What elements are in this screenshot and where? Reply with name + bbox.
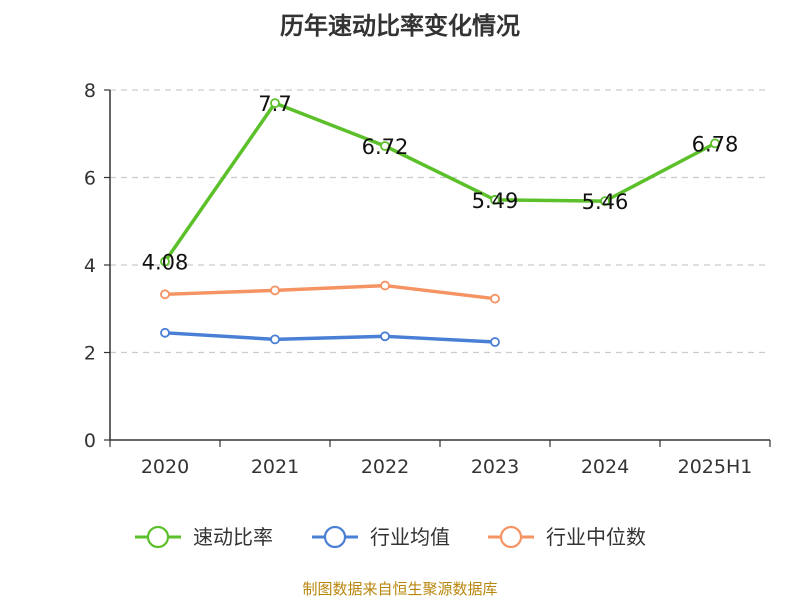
y-tick-label: 6 [84,168,96,190]
x-tick-label: 2025H1 [678,456,753,478]
x-tick-label: 2023 [471,456,519,478]
series-1-point [380,141,390,151]
y-tick-label: 2 [84,343,96,365]
series-3-point [270,285,280,296]
x-tick-label: 2021 [251,456,299,478]
data-label: 4.08 [142,251,189,275]
legend-swatch-marker [146,525,170,549]
y-tick-label: 8 [84,80,96,102]
grid-lines [110,89,770,354]
legend-swatch-marker [499,525,523,549]
legend-label: 速动比率 [193,525,273,549]
source-note: 制图数据来自恒生聚源数据库 [302,580,498,598]
series-1-point [270,98,280,109]
data-label: 6.72 [362,135,409,159]
data-label: 6.78 [692,132,739,156]
series-2-point [380,331,390,342]
x-tick-label: 2022 [361,456,409,478]
x-tick-label: 2024 [581,456,629,478]
legend-label: 行业均值 [370,525,450,549]
legend: 速动比率 行业均值 行业中位数 [135,525,646,549]
series-line-1 [163,101,717,264]
series-line-3 [163,283,497,301]
y-tick-label: 0 [84,430,96,452]
series-1-point [490,194,500,205]
y-tick-label: 4 [84,255,96,277]
series-1-point [160,256,170,267]
series-2-point [270,334,280,345]
series-line-2 [163,331,497,344]
series-3-point [160,289,170,300]
x-tick-label: 2020 [141,456,189,478]
series-lines [160,98,720,347]
series-3-point [380,280,390,291]
data-labels: 4.08 7.7 6.72 5.49 5.46 6.78 [142,92,739,274]
legend-swatch-marker [323,525,347,549]
data-label: 5.49 [472,189,519,213]
data-label: 7.7 [258,92,291,116]
data-label: 5.46 [582,190,629,214]
series-2-point [490,337,500,347]
series-1-point [600,196,610,207]
chart-title: 历年速动比率变化情况 [280,12,520,40]
series-3-point [490,293,500,304]
legend-label: 行业中位数 [546,525,646,549]
axes: 0 2 4 6 8 2020 2021 2022 2023 2024 2025H1 [84,80,771,478]
series-2-point [160,327,170,338]
series-1-point [710,138,720,149]
